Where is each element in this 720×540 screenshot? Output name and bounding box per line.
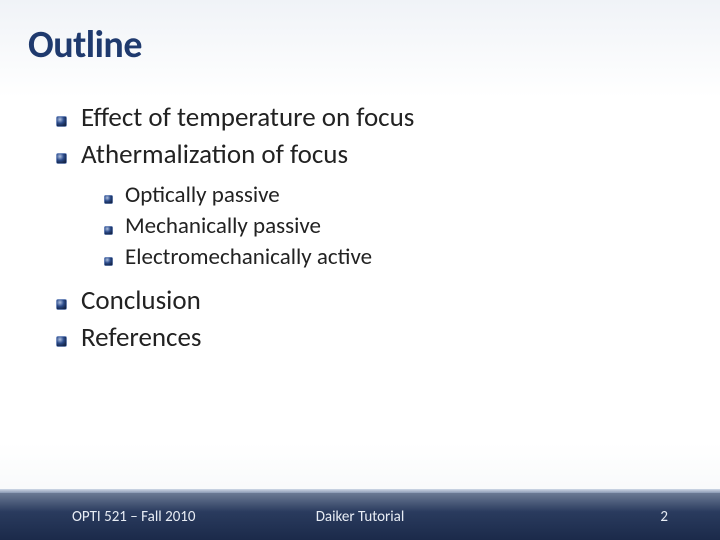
footer-center: Daiker Tutorial bbox=[316, 508, 405, 526]
sub-list: Optically passive Mechanically passive E… bbox=[56, 174, 680, 283]
footer-left: OPTI 521 – Fall 2010 bbox=[0, 508, 196, 526]
slide-content: Effect of temperature on focus Athermali… bbox=[0, 68, 720, 492]
slide: Outline Effect of temperature on focus bbox=[0, 0, 720, 540]
slide-title: Outline bbox=[0, 0, 720, 68]
page-number: 2 bbox=[660, 508, 668, 526]
list-item: Conclusion bbox=[56, 283, 680, 318]
list-item-label: References bbox=[81, 320, 201, 355]
bullet-icon bbox=[56, 113, 67, 132]
bullet-icon bbox=[104, 221, 113, 240]
list-item: Athermalization of focus bbox=[56, 137, 680, 172]
list-item: Electromechanically active bbox=[104, 242, 680, 273]
list-item-label: Electromechanically active bbox=[125, 242, 372, 273]
list-item-label: Effect of temperature on focus bbox=[81, 100, 414, 135]
footer-accent bbox=[0, 489, 720, 493]
bullet-icon bbox=[104, 252, 113, 271]
list-item: Effect of temperature on focus bbox=[56, 100, 680, 135]
bullet-icon bbox=[104, 190, 113, 209]
list-item: Optically passive bbox=[104, 180, 680, 211]
bullet-icon bbox=[56, 150, 67, 169]
bullet-icon bbox=[56, 333, 67, 352]
list-item-label: Conclusion bbox=[81, 283, 201, 318]
list-item: Mechanically passive bbox=[104, 211, 680, 242]
list-item: References bbox=[56, 320, 680, 355]
list-item-label: Optically passive bbox=[125, 180, 280, 211]
bullet-icon bbox=[56, 296, 67, 315]
list-item-label: Athermalization of focus bbox=[81, 137, 348, 172]
list-item-label: Mechanically passive bbox=[125, 211, 321, 242]
slide-footer: OPTI 521 – Fall 2010 Daiker Tutorial 2 bbox=[0, 492, 720, 540]
